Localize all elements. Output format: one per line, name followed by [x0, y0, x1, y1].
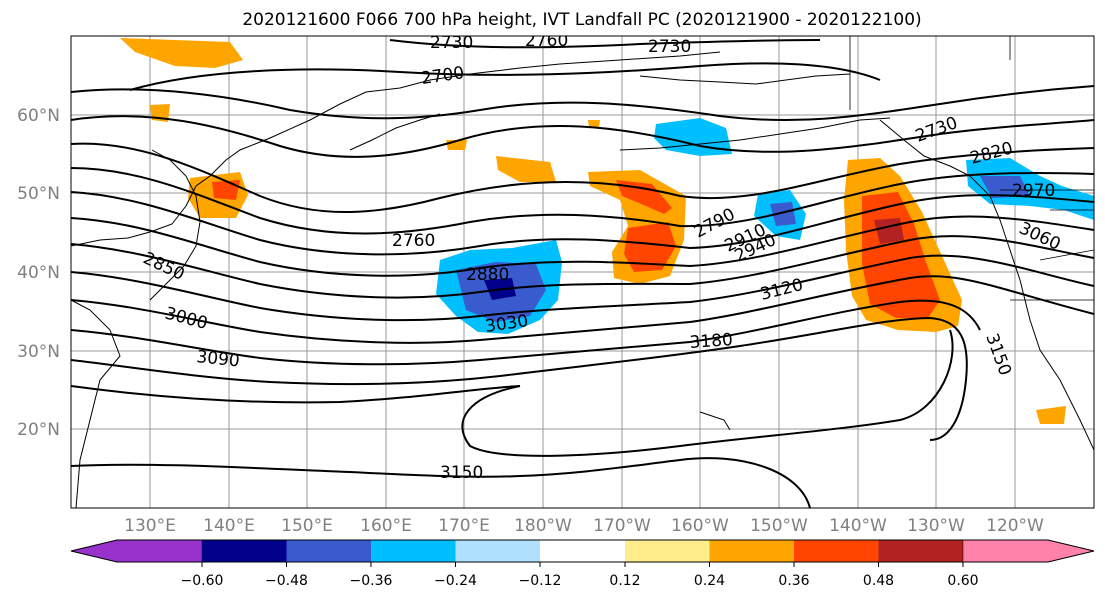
map-title: 2020121600 F066 700 hPa height, IVT Land…	[242, 10, 921, 30]
colorbar-swatch-3	[371, 540, 456, 562]
coast-alaska-north	[639, 73, 851, 85]
contour-line-3	[71, 85, 1094, 122]
shade-positive-1	[120, 38, 243, 68]
coast-sakhalin-japan	[149, 149, 201, 301]
contour-line-16	[461, 329, 954, 457]
map-frame	[70, 35, 1095, 509]
contour-label-2760-b: 2760	[392, 231, 435, 251]
shade-negative-2b	[770, 202, 796, 226]
colorbar-ticks	[201, 562, 964, 567]
contour-line-6	[71, 167, 1094, 235]
shade-positive-9	[1036, 406, 1066, 424]
shade-positive-2b	[212, 180, 240, 200]
contour-label-2730-a: 2730	[430, 33, 473, 53]
contour-line-11	[71, 275, 1094, 344]
lat-label-60n: 60°N	[17, 106, 60, 126]
height-contours	[71, 39, 1094, 508]
lon-label-170e: 170°E	[438, 516, 490, 536]
lon-label-170w: 170°W	[593, 516, 651, 536]
contour-line-1	[389, 39, 821, 49]
contour-line-14	[71, 385, 521, 404]
colorbar-labels: −0.60 −0.48 −0.36 −0.24 −0.12 0.12 0.24 …	[181, 573, 979, 589]
contour-label-2970: 2970	[1012, 181, 1055, 201]
lon-label-120w: 120°W	[986, 516, 1044, 536]
coast-asia-north	[71, 51, 721, 247]
coast-aleutians	[619, 117, 891, 151]
colorbar-swatch-5	[540, 540, 625, 562]
lat-label-20n: 20°N	[17, 420, 60, 440]
latitude-labels: 60°N 50°N 40°N 30°N 20°N	[17, 106, 60, 440]
coast-north-america	[879, 119, 1094, 451]
colorbar-swatch-7	[709, 540, 794, 562]
colorbar-swatch-1	[202, 540, 287, 562]
contour-label-3180: 3180	[689, 330, 734, 353]
colorbar-extend-high	[962, 539, 1095, 563]
colorbar-swatch-9	[878, 540, 963, 562]
colorbar-label-4: −0.24	[434, 573, 477, 589]
lon-label-140w: 140°W	[829, 516, 887, 536]
lat-label-40n: 40°N	[17, 263, 60, 283]
colorbar-label-10: 0.60	[947, 573, 978, 589]
colorbar-extend-low	[70, 539, 203, 563]
shade-negative-4b	[980, 176, 1030, 198]
colorbar-label-1: −0.60	[181, 573, 224, 589]
coastlines	[71, 36, 1094, 508]
colorbar-swatch-4	[455, 540, 540, 562]
colorbar-label-6: 0.12	[609, 573, 640, 589]
colorbar: −0.60 −0.48 −0.36 −0.24 −0.12 0.12 0.24 …	[70, 539, 1095, 589]
contour-line-7	[71, 191, 1094, 256]
longitude-labels: 130°E 140°E 150°E 160°E 170°E 180°W 170°…	[124, 516, 1044, 536]
shade-positive-5	[496, 156, 556, 182]
colorbar-swatch-6	[625, 540, 710, 562]
political-boundaries	[849, 36, 1094, 301]
shade-positive-6	[588, 120, 600, 127]
contour-label-2730-b: 2730	[648, 37, 691, 57]
colorbar-outline	[70, 539, 1095, 563]
lon-label-130w: 130°W	[907, 516, 965, 536]
colorbar-label-5: −0.12	[519, 573, 562, 589]
contour-label-3090: 3090	[195, 347, 240, 371]
contour-line-15	[71, 457, 811, 508]
contour-line-10	[71, 254, 1094, 322]
contour-line-2	[129, 62, 881, 91]
colorbar-swatch-2	[286, 540, 371, 562]
lon-label-150e: 150°E	[281, 516, 333, 536]
lon-label-180w: 180°W	[514, 516, 572, 536]
contour-label-3150-b: 3150	[440, 463, 483, 483]
shade-positive-7b	[616, 180, 672, 214]
lon-label-140e: 140°E	[203, 516, 255, 536]
coast-kamchatka	[349, 113, 441, 151]
lon-label-130e: 130°E	[124, 516, 176, 536]
contour-label-2880: 2880	[466, 265, 509, 285]
map-body: 2730 2760 2730 2700 2730 2820 2970 3060 …	[71, 31, 1094, 508]
contour-label-2760-a: 2760	[525, 31, 568, 51]
contour-line-4	[71, 115, 1094, 158]
colorbar-label-2: −0.48	[265, 573, 308, 589]
contour-line-13	[71, 316, 968, 441]
contour-line-5	[71, 142, 1094, 213]
colorbar-label-3: −0.36	[350, 573, 393, 589]
contour-line-8	[71, 215, 1094, 277]
lon-label-160e: 160°E	[360, 516, 412, 536]
lat-label-50n: 50°N	[17, 184, 60, 204]
lat-label-30n: 30°N	[17, 342, 60, 362]
lon-label-150w: 150°W	[750, 516, 808, 536]
colorbar-label-9: 0.48	[863, 573, 894, 589]
lon-label-160w: 160°W	[671, 516, 729, 536]
coast-hawaii	[699, 411, 731, 431]
coast-east-asia	[71, 299, 121, 508]
colorbar-label-8: 0.36	[778, 573, 809, 589]
shade-positive-7c	[624, 222, 676, 272]
colorbar-label-7: 0.24	[694, 573, 725, 589]
colorbar-swatch-8	[794, 540, 879, 562]
contour-line-12	[71, 299, 981, 366]
contour-line-9	[71, 235, 1094, 299]
